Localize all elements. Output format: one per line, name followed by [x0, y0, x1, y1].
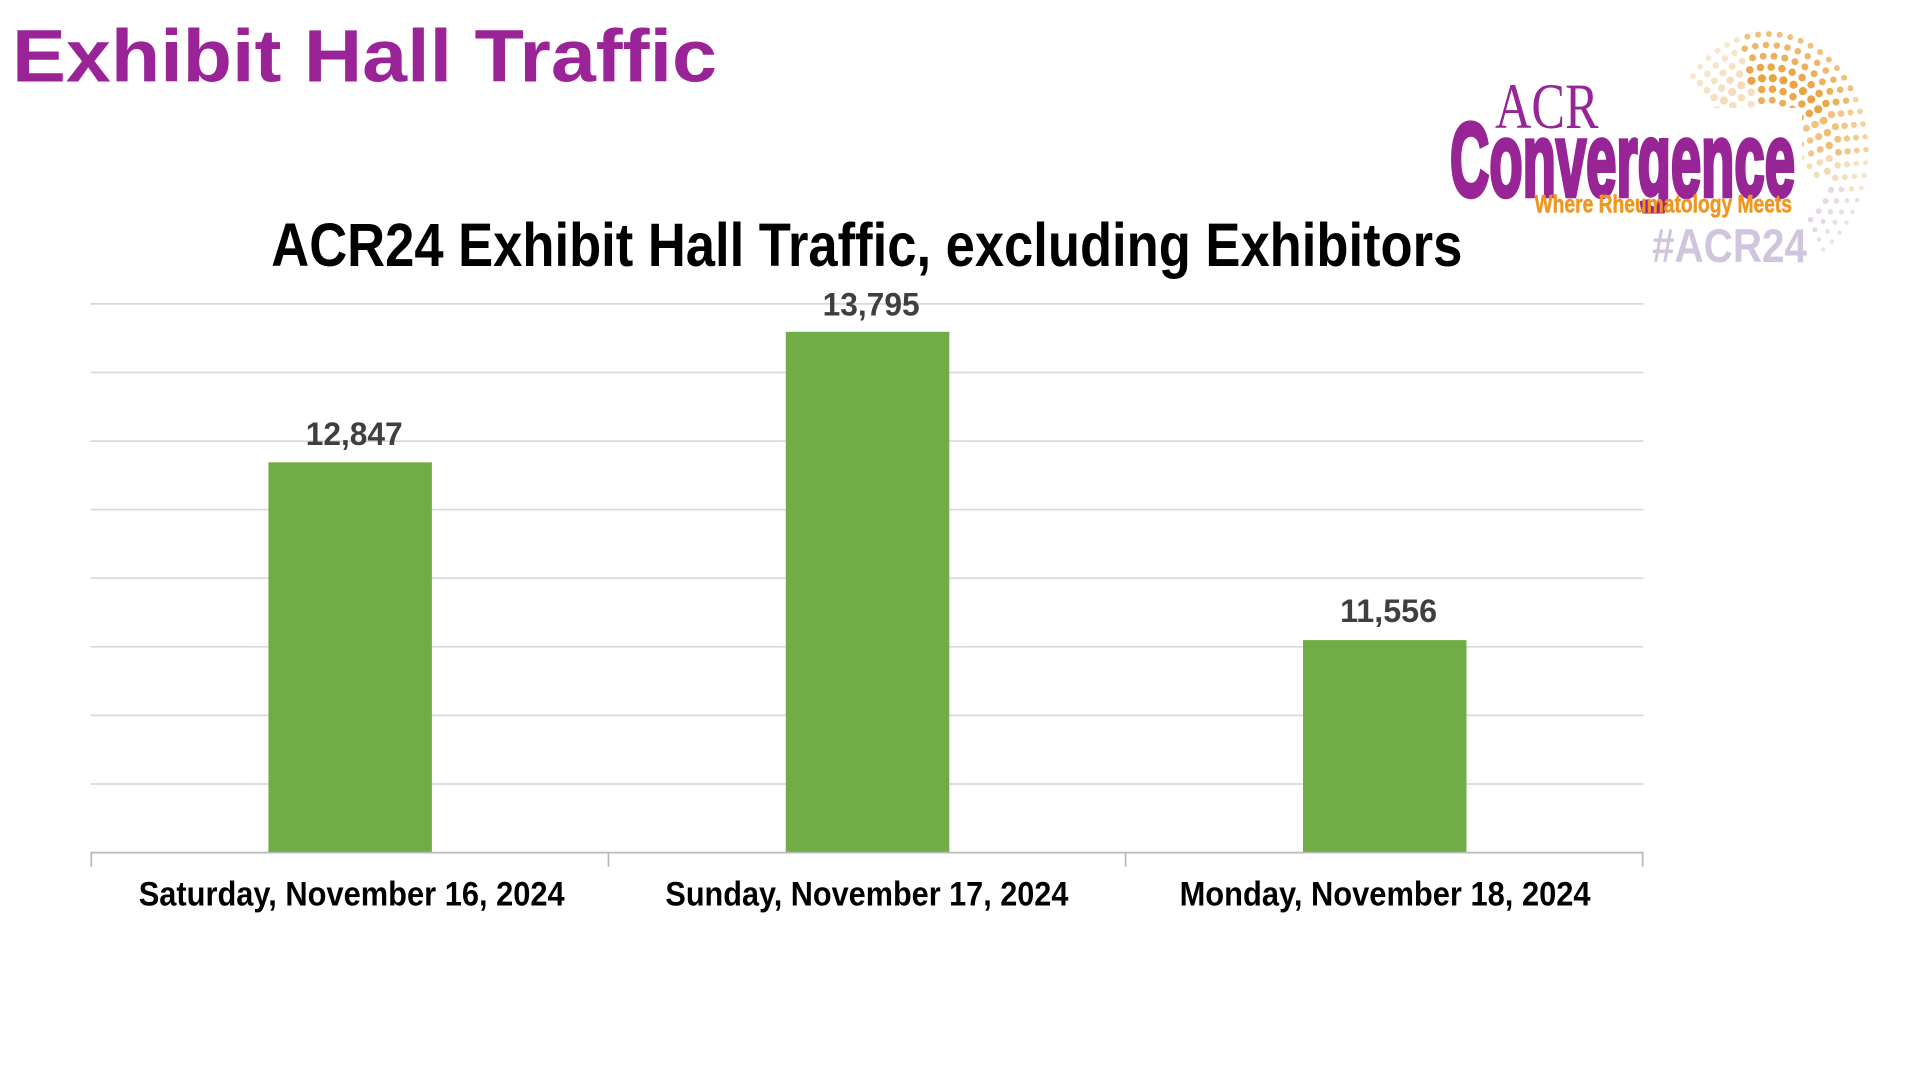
svg-text:Sunday, November 17, 2024: Sunday, November 17, 2024 — [665, 875, 1068, 913]
svg-text:Exhibit Hall Traffic: Exhibit Hall Traffic — [12, 15, 717, 98]
svg-text:ACR: ACR — [1495, 71, 1599, 142]
svg-text:#ACR24: #ACR24 — [1652, 220, 1807, 273]
svg-text:Where Rheumatology Meets: Where Rheumatology Meets — [1535, 191, 1793, 219]
svg-text:13,795: 13,795 — [823, 287, 920, 323]
svg-text:Saturday, November 16, 2024: Saturday, November 16, 2024 — [139, 875, 565, 913]
svg-text:11,556: 11,556 — [1340, 593, 1437, 629]
svg-text:Convergence: Convergence — [1450, 102, 1795, 219]
svg-text:Monday, November 18, 2024: Monday, November 18, 2024 — [1180, 875, 1591, 913]
svg-text:12,847: 12,847 — [306, 416, 403, 452]
svg-text:ACR24 Exhibit Hall Traffic, ex: ACR24 Exhibit Hall Traffic, excluding Ex… — [271, 211, 1462, 279]
